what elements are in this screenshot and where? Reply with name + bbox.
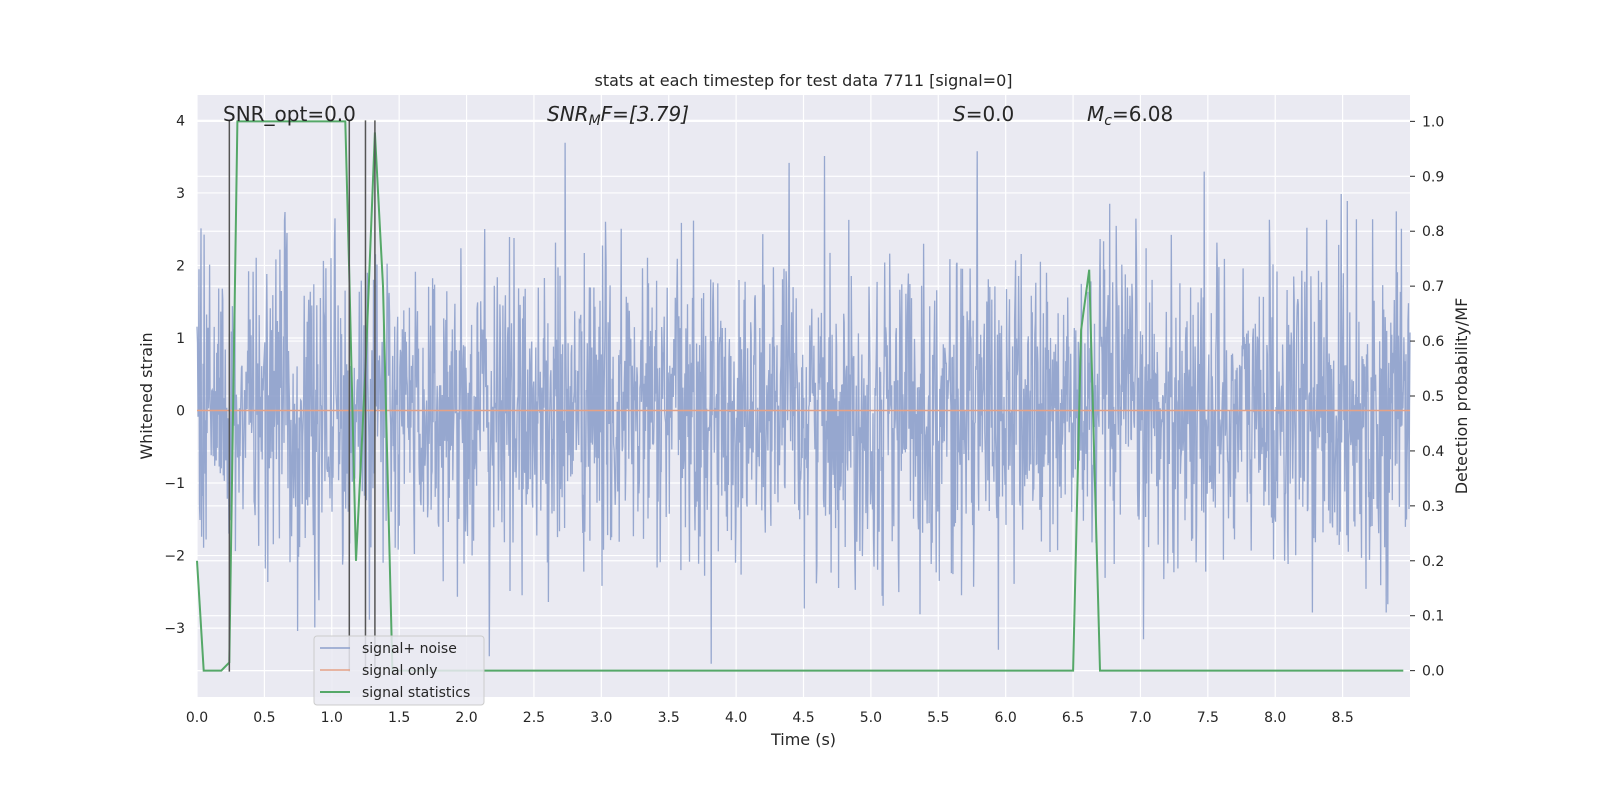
legend: signal+ noise signal only signal statist… <box>313 635 485 706</box>
annotation-snr-mf: SNRMF=[3.79] <box>547 102 689 129</box>
annotation-s-value: =0.0 <box>966 102 1015 126</box>
annotation-snr-mf-subscript: M <box>589 113 601 129</box>
x-tick-label: 2.5 <box>523 710 545 726</box>
x-tick-label: 8.5 <box>1331 710 1353 726</box>
x-tick-label: 3.0 <box>590 710 612 726</box>
y-left-tick-label: 4 <box>176 113 185 129</box>
y-left-tick-label: −3 <box>164 621 185 637</box>
y-right-tick-label: 1.0 <box>1422 114 1444 130</box>
y-right-tick-label: 0.5 <box>1422 389 1444 405</box>
x-tick-label: 2.0 <box>455 710 477 726</box>
annotation-snr-mf-symbol: SNR <box>547 102 589 126</box>
x-tick-label: 4.5 <box>792 710 814 726</box>
legend-box <box>313 635 485 706</box>
annotation-mc-subscript: c <box>1104 113 1112 129</box>
legend-label-signal-statistics: signal statistics <box>362 685 470 701</box>
annotation-s-symbol: S <box>953 102 966 126</box>
signal-noise-line <box>196 142 1411 664</box>
annotation-mc: Mc=6.08 <box>1087 102 1173 129</box>
y-left-tick-label: 1 <box>176 331 185 347</box>
legend-label-signal-noise: signal+ noise <box>362 641 457 657</box>
y-right-tick-label: 0.2 <box>1422 554 1444 570</box>
x-tick-label: 3.5 <box>658 710 680 726</box>
y-left-tick-label: 0 <box>176 404 185 420</box>
x-tick-label: 5.0 <box>860 710 882 726</box>
annotation-snr-mf-value: F=[3.79] <box>601 102 689 126</box>
y-right-tick-label: 0.4 <box>1422 444 1444 460</box>
annotation-snr-opt: SNR_opt=0.0 <box>223 102 356 126</box>
y-left-tick-label: −1 <box>164 476 185 492</box>
x-tick-label: 7.5 <box>1197 710 1219 726</box>
y-right-tick-label: 0.9 <box>1422 169 1444 185</box>
annotation-mc-value: =6.08 <box>1112 102 1173 126</box>
x-tick-label: 8.0 <box>1264 710 1286 726</box>
y-axis-label-left: Whitened strain <box>137 332 156 459</box>
y-right-tick-label: 0.0 <box>1422 664 1444 680</box>
x-tick-label: 1.5 <box>388 710 410 726</box>
x-tick-label: 5.5 <box>927 710 949 726</box>
x-tick-label: 1.0 <box>321 710 343 726</box>
signal-statistics-line <box>196 120 1404 672</box>
y-left-tick-label: −2 <box>164 549 185 565</box>
annotation-s: S=0.0 <box>953 102 1014 126</box>
y-right-tick-label: 0.8 <box>1422 224 1444 240</box>
y-right-tick-label: 0.7 <box>1422 279 1444 295</box>
annotation-mc-symbol: M <box>1087 102 1104 126</box>
y-right-tick-label: 0.3 <box>1422 499 1444 515</box>
chart-title: stats at each timestep for test data 771… <box>594 71 1012 90</box>
x-tick-label: 6.0 <box>995 710 1017 726</box>
y-left-tick-label: 3 <box>176 186 185 202</box>
y-right-tick-label: 0.1 <box>1422 609 1444 625</box>
legend-label-signal-only: signal only <box>362 663 437 679</box>
y-right-tick-label: 0.6 <box>1422 334 1444 350</box>
x-tick-label: 0.5 <box>253 710 275 726</box>
x-tick-label: 7.0 <box>1129 710 1151 726</box>
y-axis-label-right: Detection probability/MF <box>1452 298 1471 495</box>
x-tick-label: 4.0 <box>725 710 747 726</box>
x-axis-label: Time (s) <box>770 730 836 749</box>
y-left-tick-label: 2 <box>176 258 185 274</box>
x-tick-label: 0.0 <box>186 710 208 726</box>
x-tick-label: 6.5 <box>1062 710 1084 726</box>
